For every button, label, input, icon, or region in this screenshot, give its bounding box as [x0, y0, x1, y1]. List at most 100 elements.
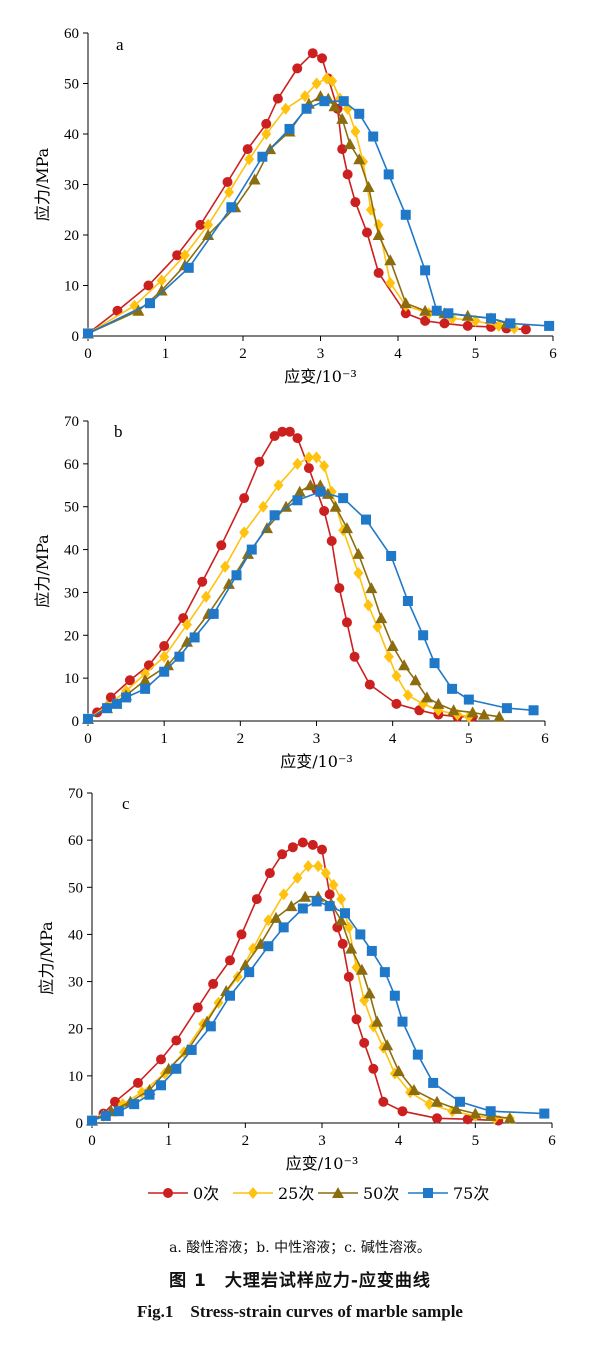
data-point	[132, 304, 145, 316]
x-tick-label: 3	[313, 731, 321, 747]
chart-panel-c: 0 10 20 30 40 50 60 70 0 1 2 3 4 5 6 应变/10⁻³ 应力/MPa c	[37, 786, 556, 1173]
data-point	[121, 692, 132, 703]
data-point	[174, 651, 185, 662]
y-tick-label: 30	[64, 585, 79, 601]
legend-item: 0次	[148, 1184, 219, 1203]
data-point	[254, 456, 265, 467]
data-point	[315, 486, 326, 497]
data-point	[171, 1035, 182, 1046]
data-point	[327, 74, 338, 87]
data-point	[179, 249, 190, 262]
data-point	[363, 987, 376, 999]
data-point	[385, 276, 396, 289]
data-point	[273, 479, 284, 492]
data-point	[225, 990, 235, 1001]
data-point	[129, 1099, 140, 1110]
data-point	[144, 1089, 155, 1100]
data-point	[192, 1002, 203, 1013]
data-point	[409, 674, 422, 686]
data-point	[470, 314, 481, 327]
data-point	[364, 679, 375, 690]
data-point	[280, 102, 291, 115]
data-point	[383, 169, 394, 180]
data-point	[183, 262, 194, 273]
y-axis-title: 应力/MPa	[37, 921, 56, 995]
series-line	[87, 95, 507, 335]
data-point	[239, 526, 250, 539]
data-point	[156, 1054, 166, 1065]
data-point	[224, 186, 235, 199]
data-point	[293, 485, 306, 497]
data-point	[326, 536, 337, 546]
data-point	[328, 878, 339, 891]
data-point	[431, 1095, 443, 1107]
legend-marker	[248, 1187, 258, 1199]
data-point	[362, 181, 375, 193]
x-tick-label: 0	[88, 1133, 96, 1149]
y-tick-label: 0	[72, 329, 80, 345]
data-point	[340, 522, 353, 534]
y-tick-label: 30	[68, 975, 83, 991]
y-tick-label: 60	[64, 457, 79, 473]
y-tick-label: 70	[64, 414, 79, 430]
data-point	[520, 324, 531, 335]
series-line	[91, 895, 510, 1122]
data-point	[342, 169, 353, 180]
data-point	[431, 305, 442, 316]
legend-marker	[423, 1188, 433, 1198]
data-point	[248, 173, 261, 185]
legend-label: 50次	[363, 1184, 399, 1203]
data-point	[462, 1114, 473, 1125]
data-point	[263, 941, 274, 952]
chart-panel-b: 0 10 20 30 40 50 60 70 0 1 2 3 4 5 6 应变/10⁻³ 应力/MPa b	[33, 414, 549, 771]
x-tick-label: 0	[84, 731, 92, 747]
data-point	[478, 708, 491, 720]
panel-label: a	[116, 35, 124, 54]
data-point	[292, 495, 303, 506]
data-point	[284, 426, 295, 437]
data-point	[292, 871, 303, 884]
data-point	[301, 103, 312, 114]
data-point	[412, 1049, 423, 1060]
data-point	[386, 640, 399, 651]
data-point	[278, 888, 289, 901]
data-point	[87, 1115, 97, 1126]
figure-title-english: Fig.1 Stress-strain curves of marble sam…	[137, 1302, 463, 1321]
data-point	[304, 479, 317, 491]
y-tick-label: 60	[68, 833, 83, 849]
data-point	[544, 320, 555, 331]
data-point	[363, 599, 374, 612]
data-point	[486, 313, 496, 324]
legend-item: 50次	[318, 1184, 399, 1203]
y-axis-title: 应力/MPa	[33, 147, 52, 221]
data-point	[493, 710, 506, 722]
data-point	[432, 697, 445, 709]
x-tick-label: 2	[242, 1133, 250, 1149]
data-point	[539, 1108, 550, 1119]
data-point	[432, 1113, 442, 1124]
y-tick-label: 10	[64, 279, 79, 295]
series-0次	[87, 837, 504, 1126]
data-point	[338, 96, 349, 107]
data-point	[402, 596, 413, 606]
data-point	[261, 128, 272, 140]
figure-title-chinese: 图 1 大理岩试样应力-应变曲线	[169, 1271, 431, 1291]
y-tick-label: 20	[64, 228, 79, 244]
data-point	[225, 955, 235, 966]
data-point	[231, 570, 242, 581]
data-point	[381, 1039, 394, 1051]
data-point	[354, 108, 365, 119]
data-point	[159, 666, 170, 677]
data-point	[319, 460, 330, 472]
data-point	[366, 945, 377, 956]
data-point	[246, 544, 257, 555]
data-point	[277, 849, 288, 860]
data-point	[159, 650, 170, 663]
data-point	[368, 131, 379, 142]
data-point	[263, 914, 274, 927]
data-point	[140, 683, 151, 694]
data-point	[201, 590, 212, 603]
data-point	[297, 837, 308, 848]
data-point	[186, 1044, 197, 1055]
